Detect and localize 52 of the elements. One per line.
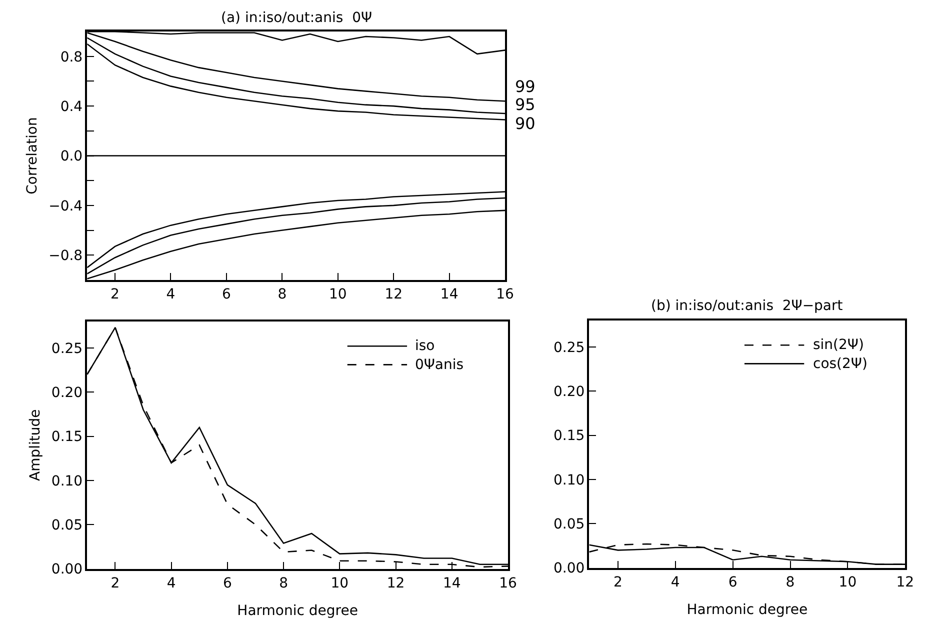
x-tick-label: 4	[166, 575, 176, 592]
x-tick-label: 14	[442, 575, 461, 592]
y-tick-label: 0.10	[51, 473, 83, 490]
y-tick-label: 0.25	[51, 340, 83, 357]
y-tick-label: 0.00	[554, 560, 585, 577]
x-tick-label: 8	[786, 574, 795, 590]
legend-label: iso	[415, 338, 435, 354]
y-tick-label: 0.05	[51, 518, 83, 534]
y-tick-label: 0.20	[51, 384, 83, 401]
legend-label: 0Ψanis	[415, 357, 464, 373]
legend-label: cos(2Ψ)	[813, 356, 868, 372]
x-axis-title: Harmonic degree	[686, 602, 808, 618]
text: 90	[515, 114, 536, 133]
x-tick-label: 12	[896, 574, 914, 590]
legend-label: sin(2Ψ)	[813, 337, 864, 353]
x-tick-label: 12	[386, 575, 405, 592]
x-tick-label: 6	[728, 574, 738, 590]
y-tick-label: 0.4	[60, 98, 83, 115]
x-tick-label: 16	[499, 575, 518, 592]
x-tick-label: 6	[222, 575, 232, 592]
y-tick-label: 0.05	[554, 516, 585, 533]
y-tick-label: −0.8	[48, 248, 83, 264]
x-tick-label: 16	[496, 286, 514, 303]
y-tick-label: 0.25	[554, 340, 585, 356]
y-axis-title: Correlation	[24, 117, 41, 194]
x-tick-label: 4	[670, 574, 680, 590]
x-tick-label: 4	[166, 286, 176, 303]
x-tick-label: 10	[330, 575, 349, 592]
chart-title: (a) in:iso/out:anis 0Ψ	[221, 10, 372, 26]
text: 99	[515, 77, 536, 96]
y-tick-label: −0.4	[48, 198, 83, 214]
y-tick-label: 0.0	[60, 148, 83, 165]
x-axis-title: Harmonic degree	[237, 603, 358, 620]
y-tick-label: 0.20	[554, 384, 585, 400]
x-tick-label: 8	[278, 286, 287, 303]
x-tick-label: 8	[279, 575, 288, 592]
x-tick-label: 2	[110, 286, 120, 303]
x-tick-label: 10	[328, 286, 347, 303]
y-tick-label: 0.8	[60, 49, 83, 66]
y-tick-label: 0.15	[51, 429, 83, 446]
x-tick-label: 2	[613, 574, 622, 590]
y-tick-label: 0.10	[554, 472, 585, 488]
x-tick-label: 6	[222, 286, 231, 303]
text: 95	[515, 95, 536, 114]
x-tick-label: 2	[110, 575, 120, 592]
x-tick-label: 12	[384, 286, 403, 303]
x-tick-label: 14	[440, 286, 458, 303]
y-tick-label: 0.00	[51, 562, 83, 578]
x-tick-label: 10	[838, 574, 857, 590]
chart-title: (b) in:iso/out:anis 2Ψ−part	[651, 298, 844, 314]
y-axis-title: Amplitude	[28, 409, 44, 481]
y-tick-label: 0.15	[554, 428, 585, 444]
